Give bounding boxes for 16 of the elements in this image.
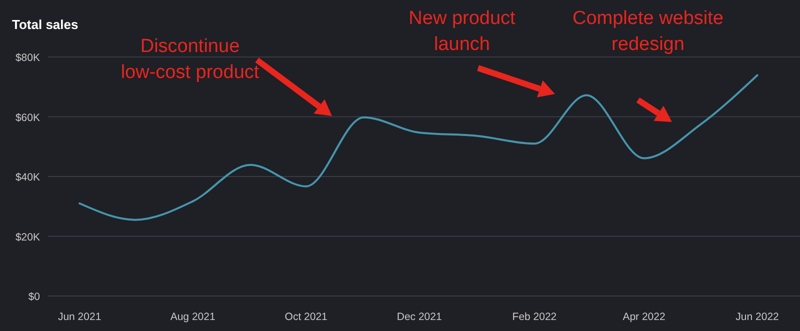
- x-tick-label: Dec 2021: [396, 311, 442, 323]
- x-tick-label: Apr 2022: [622, 311, 666, 323]
- y-tick-label: $40K: [15, 172, 40, 184]
- annotation: Discontinue low-cost product: [120, 36, 260, 83]
- x-tick-label: Oct 2021: [284, 311, 328, 323]
- y-tick-label: $60K: [15, 112, 40, 124]
- x-tick-label: Jun 2022: [736, 311, 780, 323]
- x-tick-label: Jun 2021: [58, 311, 102, 323]
- y-tick-label: $80K: [15, 52, 40, 64]
- y-tick-label: $0: [28, 291, 40, 303]
- y-tick-label: $20K: [15, 231, 40, 244]
- text: Complete website redesign: [572, 8, 724, 55]
- text: New product launch: [408, 8, 516, 55]
- chart-title: Total sales: [12, 17, 78, 32]
- x-tick-label: Feb 2022: [512, 311, 557, 323]
- x-tick-label: Aug 2021: [170, 311, 216, 323]
